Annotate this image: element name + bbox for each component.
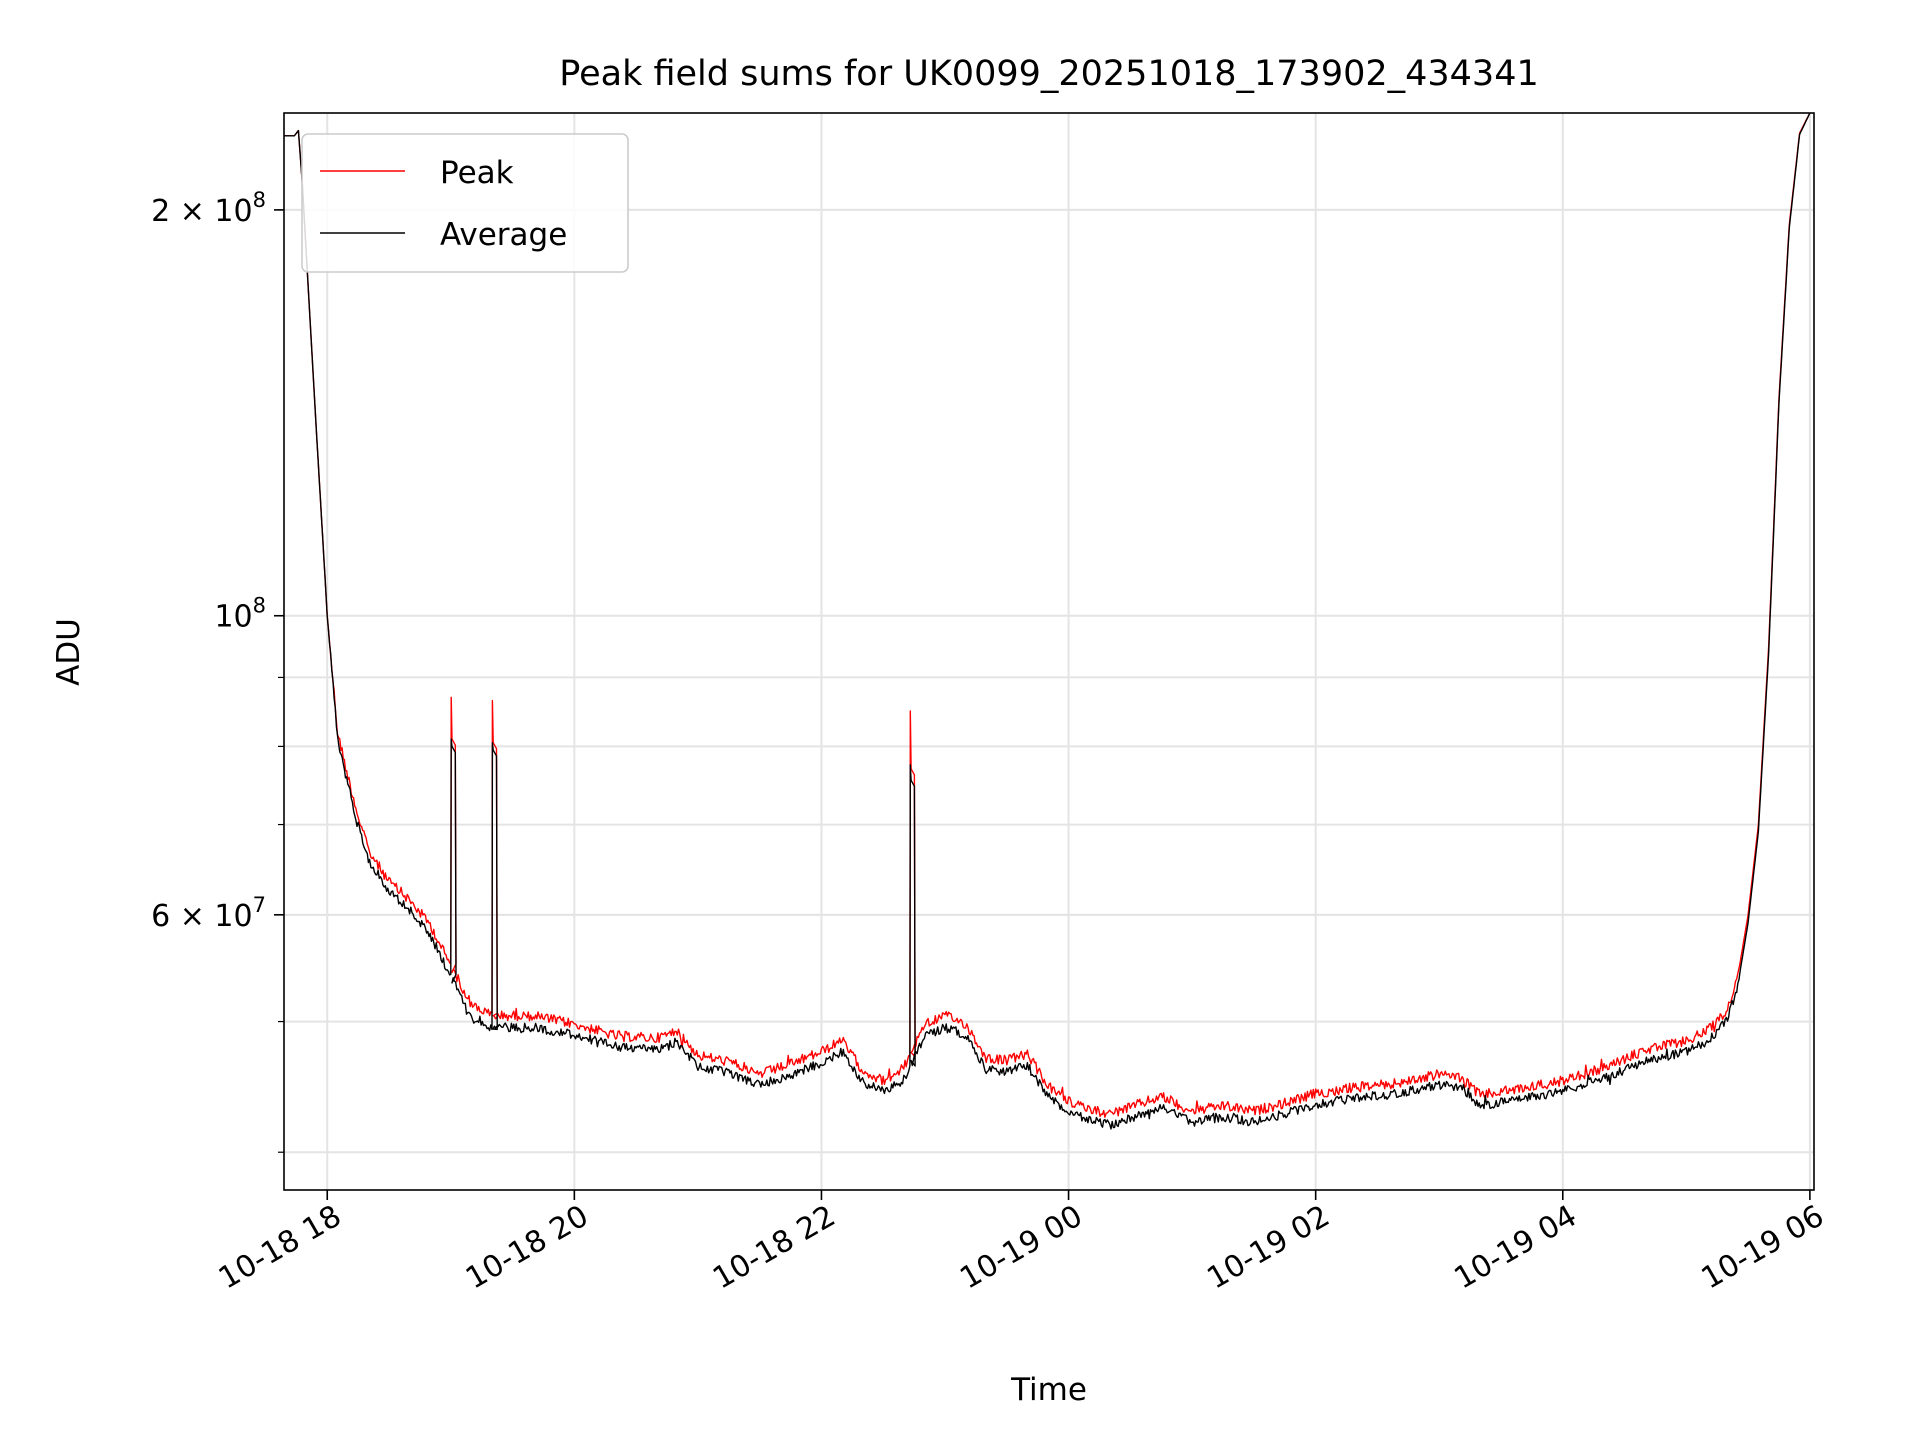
- chart-title: Peak field sums for UK0099_20251018_1739…: [559, 54, 1539, 94]
- plot-area: [284, 113, 1814, 1190]
- series-layer: [284, 113, 1811, 1130]
- legend-label-peak: Peak: [440, 155, 514, 191]
- y-tick-label: 108: [214, 594, 266, 635]
- axes-frame: [283, 112, 1815, 1191]
- series-line-peak: [284, 113, 1811, 1118]
- legend-box: [301, 133, 629, 273]
- legend-label-average: Average: [440, 217, 567, 253]
- grid: [284, 113, 1814, 1190]
- y-tick-label-exponent: 8: [253, 594, 266, 618]
- x-axis-label: Time: [1010, 1372, 1087, 1408]
- y-axis-label: ADU: [51, 618, 87, 686]
- y-tick-label-base: 10: [214, 600, 252, 635]
- y-tick-label: 2 × 108: [151, 188, 266, 229]
- y-tick-label-base: 6 × 10: [151, 899, 252, 934]
- y-tick-label: 6 × 107: [151, 893, 266, 934]
- legend: Peak Average: [301, 133, 629, 273]
- series-line-average: [284, 113, 1811, 1130]
- y-tick-label-exponent: 8: [253, 188, 266, 212]
- y-tick-label-exponent: 7: [253, 893, 266, 917]
- y-tick-label-base: 2 × 10: [151, 194, 252, 229]
